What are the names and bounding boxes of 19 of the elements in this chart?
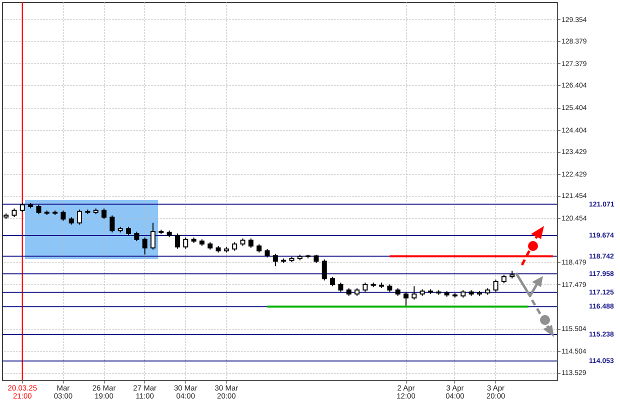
candlestick xyxy=(174,233,180,250)
candlestick xyxy=(330,276,336,287)
candlestick xyxy=(493,279,498,292)
candlestick xyxy=(110,214,115,233)
candlestick xyxy=(36,204,42,215)
candlestick xyxy=(102,208,107,220)
candlestick xyxy=(362,282,368,292)
candlestick xyxy=(272,253,278,267)
candlestick xyxy=(322,258,327,281)
candlestick xyxy=(412,286,417,300)
candlestick xyxy=(404,292,409,308)
candlestick xyxy=(183,237,188,250)
candlestick xyxy=(134,231,140,242)
candlestick xyxy=(338,282,344,292)
candlestick xyxy=(150,222,156,250)
candlestick xyxy=(248,238,254,248)
candlestick xyxy=(142,237,148,256)
candlestick xyxy=(60,210,66,222)
candlestick xyxy=(77,209,82,226)
